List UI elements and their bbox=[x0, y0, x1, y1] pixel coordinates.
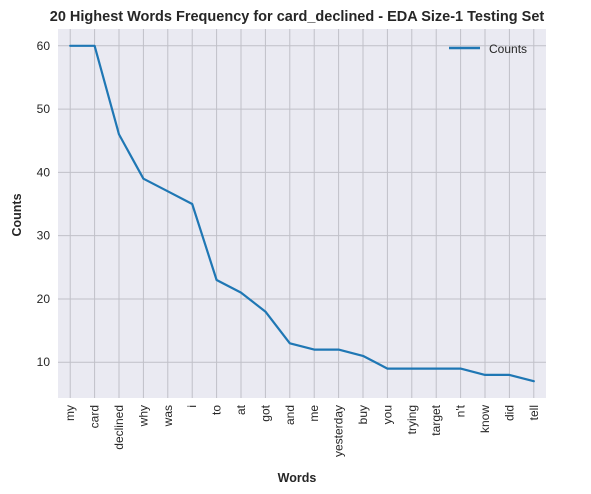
chart-title: 20 Highest Words Frequency for card_decl… bbox=[50, 9, 545, 25]
y-tick-label: 30 bbox=[37, 229, 51, 243]
x-tick-label: me bbox=[307, 405, 321, 422]
y-tick-label: 40 bbox=[37, 165, 51, 179]
x-tick-label: was bbox=[161, 405, 175, 427]
x-tick-label: trying bbox=[405, 405, 419, 434]
x-tick-label: and bbox=[283, 405, 297, 425]
x-tick-label: why bbox=[136, 405, 150, 427]
y-tick-labels: 10 20 30 40 50 60 bbox=[37, 39, 51, 369]
x-tick-label: declined bbox=[112, 405, 126, 450]
x-axis-label: Words bbox=[278, 471, 317, 485]
y-axis-label: Counts bbox=[10, 193, 24, 236]
x-tick-label: my bbox=[63, 405, 77, 421]
y-tick-label: 60 bbox=[37, 39, 51, 53]
y-tick-label: 10 bbox=[37, 355, 51, 369]
x-tick-label: buy bbox=[356, 405, 370, 424]
x-tick-label: know bbox=[478, 405, 492, 433]
x-tick-label: got bbox=[258, 404, 272, 421]
y-tick-label: 20 bbox=[37, 292, 51, 306]
series-line-counts bbox=[69, 44, 535, 383]
x-tick-label: card bbox=[88, 405, 102, 428]
x-tick-label: tell bbox=[527, 405, 541, 420]
x-tick-label: n't bbox=[454, 404, 468, 417]
x-tick-label: target bbox=[429, 404, 443, 435]
x-tick-label: at bbox=[234, 404, 248, 415]
legend-label-counts: Counts bbox=[489, 42, 527, 56]
x-tick-label: you bbox=[380, 405, 394, 424]
x-tick-label: yesterday bbox=[332, 405, 346, 457]
x-tick-label: did bbox=[502, 405, 516, 421]
x-tick-labels: my card declined why was i to at got and me yesterd… bbox=[63, 404, 541, 457]
x-tick-label: to bbox=[210, 405, 224, 415]
y-tick-label: 50 bbox=[37, 102, 51, 116]
x-gridlines bbox=[69, 29, 535, 398]
x-tick-label: i bbox=[185, 405, 199, 408]
plot-area bbox=[58, 29, 546, 398]
legend: Counts bbox=[449, 42, 527, 56]
